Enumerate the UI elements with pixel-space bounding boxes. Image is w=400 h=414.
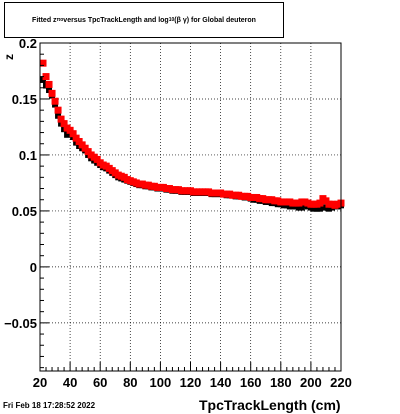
red-series-point xyxy=(69,130,77,138)
x-tick-label: 200 xyxy=(300,375,322,390)
red-series-point xyxy=(45,80,53,88)
title-suffix: (β γ) for Global deuteron xyxy=(174,16,256,24)
x-tick-label: 80 xyxy=(123,375,137,390)
y-axis-title: z xyxy=(2,54,16,60)
black-series-point xyxy=(64,131,71,138)
red-series-point xyxy=(39,59,47,67)
title-prefix: Fitted z xyxy=(32,16,57,24)
x-tick-label: 180 xyxy=(270,375,292,390)
x-tick-label: 220 xyxy=(330,375,352,390)
red-series-point xyxy=(51,97,59,105)
data-markers xyxy=(39,59,345,212)
red-series-point xyxy=(316,199,324,207)
black-series-point xyxy=(298,204,305,211)
axis-ticks xyxy=(39,42,342,371)
title-middle: versus TpcTrackLength and log xyxy=(63,16,169,24)
black-series-point xyxy=(325,205,332,212)
y-tick-label: 0.15 xyxy=(12,92,37,107)
y-tick-label: 0 xyxy=(30,260,37,275)
black-series-point xyxy=(316,205,323,212)
tick-labels: 20 40 60 80 100 120 140 160 180 200 220 −0.05 0 0.05 0… xyxy=(4,36,352,390)
x-axis-title: TpcTrackLength (cm) xyxy=(199,397,341,413)
footer-date: Fri Feb 18 17:28:52 2022 xyxy=(3,401,96,410)
x-tick-label: 160 xyxy=(240,375,262,390)
black-series-point xyxy=(295,204,302,211)
title-z-subscript: πο xyxy=(56,17,64,23)
x-tick-label: 40 xyxy=(63,375,77,390)
red-series-point xyxy=(54,106,62,114)
x-tick-label: 60 xyxy=(93,375,107,390)
black-series-point xyxy=(310,205,317,212)
red-series-point xyxy=(42,73,50,81)
black-series-point xyxy=(319,204,326,211)
chart-title-box: Fitted z πο versus TpcTrackLength and lo… xyxy=(4,2,284,38)
grid-lines xyxy=(40,43,341,371)
y-tick-label: 0.2 xyxy=(19,36,37,51)
x-tick-label: 100 xyxy=(150,375,172,390)
title-log-subscript: 10 xyxy=(168,17,175,23)
red-series-point xyxy=(48,89,56,97)
red-series-point xyxy=(57,115,65,123)
x-tick-label: 20 xyxy=(33,375,47,390)
x-tick-label: 140 xyxy=(210,375,232,390)
red-series-point xyxy=(60,120,68,128)
y-tick-label: −0.05 xyxy=(4,316,37,331)
y-tick-label: 0.1 xyxy=(19,148,37,163)
x-tick-label: 120 xyxy=(180,375,202,390)
black-series-point xyxy=(313,205,320,212)
y-tick-label: 0.05 xyxy=(12,204,37,219)
